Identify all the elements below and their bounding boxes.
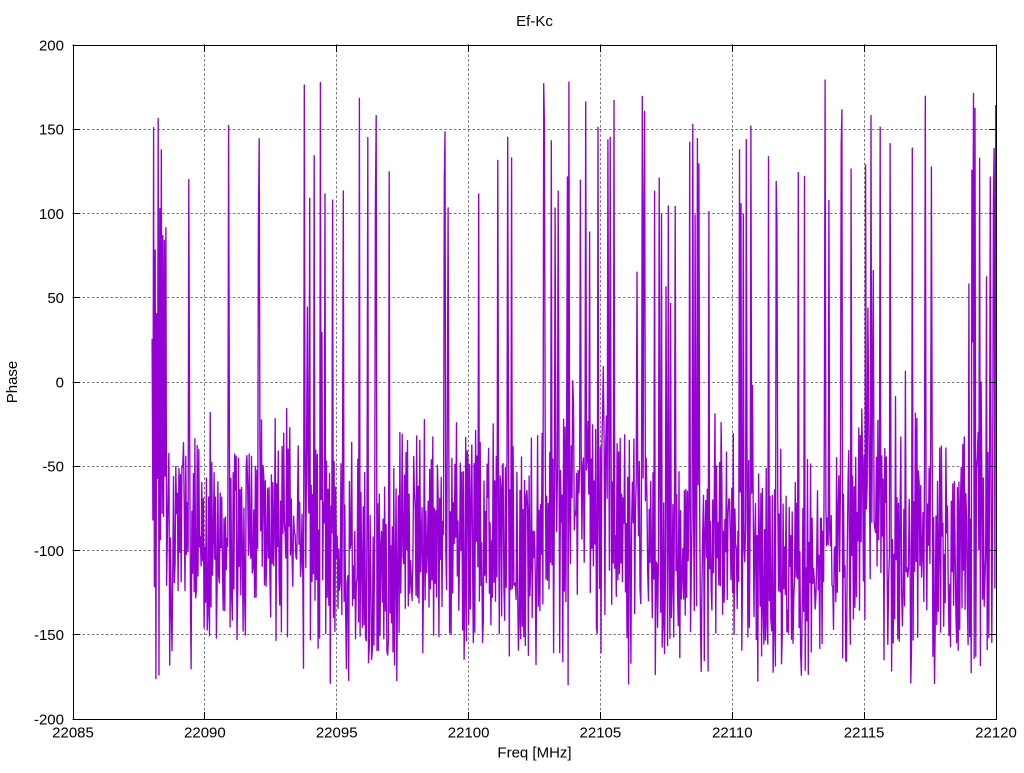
svg-text:50: 50 (47, 290, 64, 307)
svg-text:-150: -150 (34, 627, 64, 644)
svg-text:22105: 22105 (580, 725, 622, 742)
svg-text:150: 150 (39, 122, 64, 139)
svg-text:0: 0 (56, 374, 64, 391)
svg-text:-50: -50 (42, 459, 64, 476)
svg-text:-200: -200 (34, 711, 64, 728)
svg-text:22115: 22115 (844, 725, 885, 742)
svg-text:-100: -100 (34, 543, 64, 560)
svg-text:Freq [MHz]: Freq [MHz] (497, 745, 571, 762)
svg-text:22085: 22085 (52, 725, 94, 742)
svg-text:22095: 22095 (316, 725, 358, 742)
svg-text:100: 100 (39, 206, 64, 223)
svg-text:200: 200 (39, 37, 64, 54)
svg-text:22090: 22090 (184, 725, 226, 742)
svg-text:22120: 22120 (975, 725, 1017, 742)
svg-text:22100: 22100 (448, 725, 490, 742)
svg-text:Ef-Kc: Ef-Kc (516, 13, 553, 30)
svg-text:Phase: Phase (4, 361, 21, 404)
svg-text:22110: 22110 (712, 725, 753, 742)
